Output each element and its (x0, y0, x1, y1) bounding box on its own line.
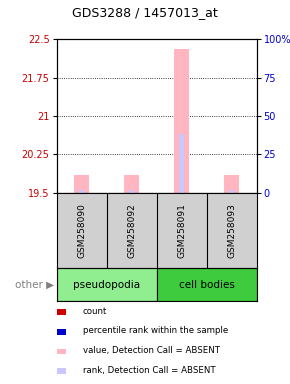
Text: GSM258091: GSM258091 (177, 203, 186, 258)
Text: percentile rank within the sample: percentile rank within the sample (83, 326, 228, 336)
Text: count: count (83, 307, 107, 316)
Bar (224, 175, 239, 193)
Text: GSM258090: GSM258090 (77, 203, 86, 258)
Bar (79, 190, 84, 193)
Bar (174, 50, 189, 193)
Bar (229, 190, 234, 193)
Text: GSM258093: GSM258093 (227, 203, 236, 258)
Bar (129, 190, 134, 193)
Bar (124, 175, 139, 193)
Text: rank, Detection Call = ABSENT: rank, Detection Call = ABSENT (83, 366, 215, 375)
Bar (74, 175, 89, 193)
Text: GSM258092: GSM258092 (127, 203, 136, 258)
Bar (157, 268, 257, 301)
Text: cell bodies: cell bodies (179, 280, 235, 290)
Bar (179, 134, 184, 193)
Bar (57, 268, 157, 301)
Text: other ▶: other ▶ (14, 280, 54, 290)
Text: value, Detection Call = ABSENT: value, Detection Call = ABSENT (83, 346, 220, 355)
Bar (57, 369, 66, 374)
Bar (57, 349, 66, 354)
Text: GDS3288 / 1457013_at: GDS3288 / 1457013_at (72, 6, 218, 19)
Text: pseudopodia: pseudopodia (73, 280, 140, 290)
Bar (57, 329, 66, 334)
Bar (57, 310, 66, 315)
